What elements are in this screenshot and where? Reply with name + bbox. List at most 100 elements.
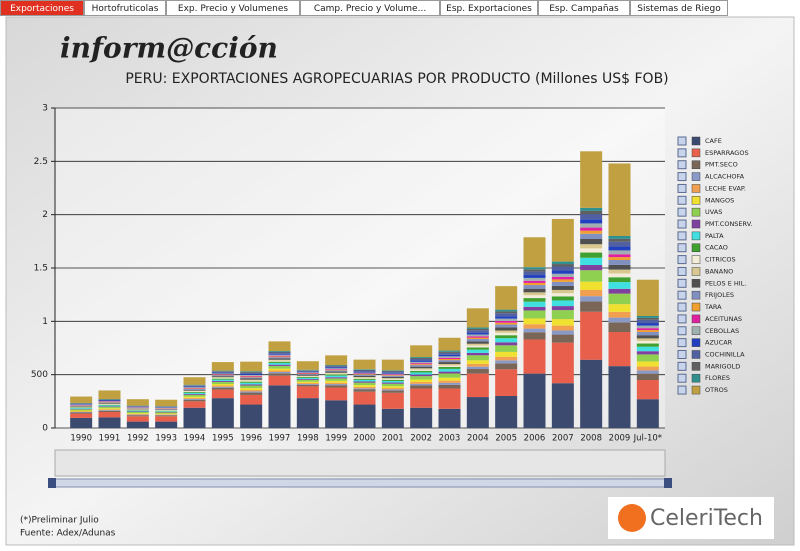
bar-segment xyxy=(552,286,574,290)
bar-segment xyxy=(524,281,546,283)
legend-checkbox[interactable] xyxy=(678,184,686,192)
bar-segment xyxy=(184,397,206,398)
y-tick-label: 1 xyxy=(42,317,48,327)
tab-label[interactable]: Hortofruticolas xyxy=(92,4,159,14)
legend-checkbox[interactable] xyxy=(678,149,686,157)
legend-checkbox[interactable] xyxy=(678,339,686,347)
bar-segment xyxy=(297,361,319,370)
bar-segment xyxy=(410,368,432,369)
slider-handle[interactable] xyxy=(664,478,672,488)
slider-handle[interactable] xyxy=(48,478,56,488)
bar-segment xyxy=(155,411,177,412)
bar-segment xyxy=(552,306,574,310)
legend-checkbox[interactable] xyxy=(678,161,686,169)
bar-segment xyxy=(439,381,461,383)
legend-checkbox[interactable] xyxy=(678,374,686,382)
bar-segment xyxy=(495,357,517,361)
bar-segment xyxy=(297,379,319,380)
legend-swatch xyxy=(692,291,700,299)
x-tick-label: Jul-10* xyxy=(633,434,662,444)
range-slider[interactable] xyxy=(50,479,670,487)
legend-checkbox[interactable] xyxy=(678,267,686,275)
legend-checkbox[interactable] xyxy=(678,315,686,323)
legend-checkbox[interactable] xyxy=(678,232,686,240)
bar-segment xyxy=(382,377,404,378)
tab-label[interactable]: Camp. Precio y Volume... xyxy=(314,4,426,14)
legend-swatch xyxy=(692,137,700,145)
bar-segment xyxy=(184,387,206,388)
bar-segment xyxy=(99,401,121,402)
tab-label[interactable]: Sistemas de Riego xyxy=(637,4,721,14)
bar-segment xyxy=(70,412,92,413)
bar-segment xyxy=(240,377,262,378)
bar-segment xyxy=(410,359,432,361)
bar-segment xyxy=(580,296,602,301)
bar-segment xyxy=(410,365,432,367)
bar-segment xyxy=(410,367,432,369)
bar-segment xyxy=(410,408,432,428)
bar-segment xyxy=(609,270,631,274)
bar-segment xyxy=(637,347,659,351)
bar-segment xyxy=(212,381,234,382)
legend-label: ALCACHOFA xyxy=(705,173,745,181)
tab-label[interactable]: Exportaciones xyxy=(10,4,74,14)
legend-checkbox[interactable] xyxy=(678,303,686,311)
bar-segment xyxy=(325,366,347,367)
legend-checkbox[interactable] xyxy=(678,173,686,181)
bar-segment xyxy=(467,308,489,327)
legend-swatch xyxy=(692,196,700,204)
bar-segment xyxy=(70,411,92,412)
bar-segment xyxy=(184,388,206,389)
bar-segment xyxy=(184,408,206,428)
legend-checkbox[interactable] xyxy=(678,327,686,335)
legend-swatch xyxy=(692,327,700,335)
legend-checkbox[interactable] xyxy=(678,196,686,204)
x-tick-label: 1993 xyxy=(155,434,177,444)
legend-checkbox[interactable] xyxy=(678,279,686,287)
bar-segment xyxy=(495,363,517,369)
bar-segment xyxy=(297,382,319,383)
bar-segment xyxy=(70,404,92,405)
legend-checkbox[interactable] xyxy=(678,256,686,264)
legend-checkbox[interactable] xyxy=(678,137,686,145)
legend-checkbox[interactable] xyxy=(678,362,686,370)
bar-segment xyxy=(524,295,546,298)
bar-segment xyxy=(467,330,489,332)
bar-segment xyxy=(127,411,149,412)
bar-segment xyxy=(240,388,262,390)
legend-checkbox[interactable] xyxy=(678,386,686,394)
legend-label: MARIGOLD xyxy=(705,362,740,370)
bar-segment xyxy=(524,374,546,428)
bar-segment xyxy=(184,394,206,395)
tab-label[interactable]: Exp. Precio y Volumenes xyxy=(178,4,288,14)
legend-checkbox[interactable] xyxy=(678,291,686,299)
bar-segment xyxy=(354,374,376,375)
legend-checkbox[interactable] xyxy=(678,220,686,228)
legend-label: CEBOLLAS xyxy=(705,327,739,335)
bar-segment xyxy=(382,391,404,393)
bar-segment xyxy=(212,372,234,373)
bar-segment xyxy=(325,372,347,373)
bar-segment xyxy=(240,384,262,385)
legend-checkbox[interactable] xyxy=(678,350,686,358)
bar-segment xyxy=(439,360,461,362)
bar-segment xyxy=(495,325,517,328)
bar-segment xyxy=(524,237,546,267)
tab-label[interactable]: Esp. Campañas xyxy=(549,4,619,14)
bar-segment xyxy=(410,382,432,384)
legend-swatch xyxy=(692,303,700,311)
bar-segment xyxy=(495,352,517,357)
x-tick-label: 1999 xyxy=(325,434,347,444)
source: Fuente: Adex/Adunas xyxy=(20,529,116,539)
bar-segment xyxy=(127,416,149,421)
bar-segment xyxy=(580,219,602,223)
tab-label[interactable]: Esp. Exportaciones xyxy=(446,4,532,14)
legend-checkbox[interactable] xyxy=(678,208,686,216)
legend-checkbox[interactable] xyxy=(678,244,686,252)
bar-segment xyxy=(637,332,659,335)
bar-segment xyxy=(269,356,291,357)
bar-segment xyxy=(637,361,659,366)
bar-segment xyxy=(184,398,206,399)
legend-label: AZUCAR xyxy=(705,339,733,347)
